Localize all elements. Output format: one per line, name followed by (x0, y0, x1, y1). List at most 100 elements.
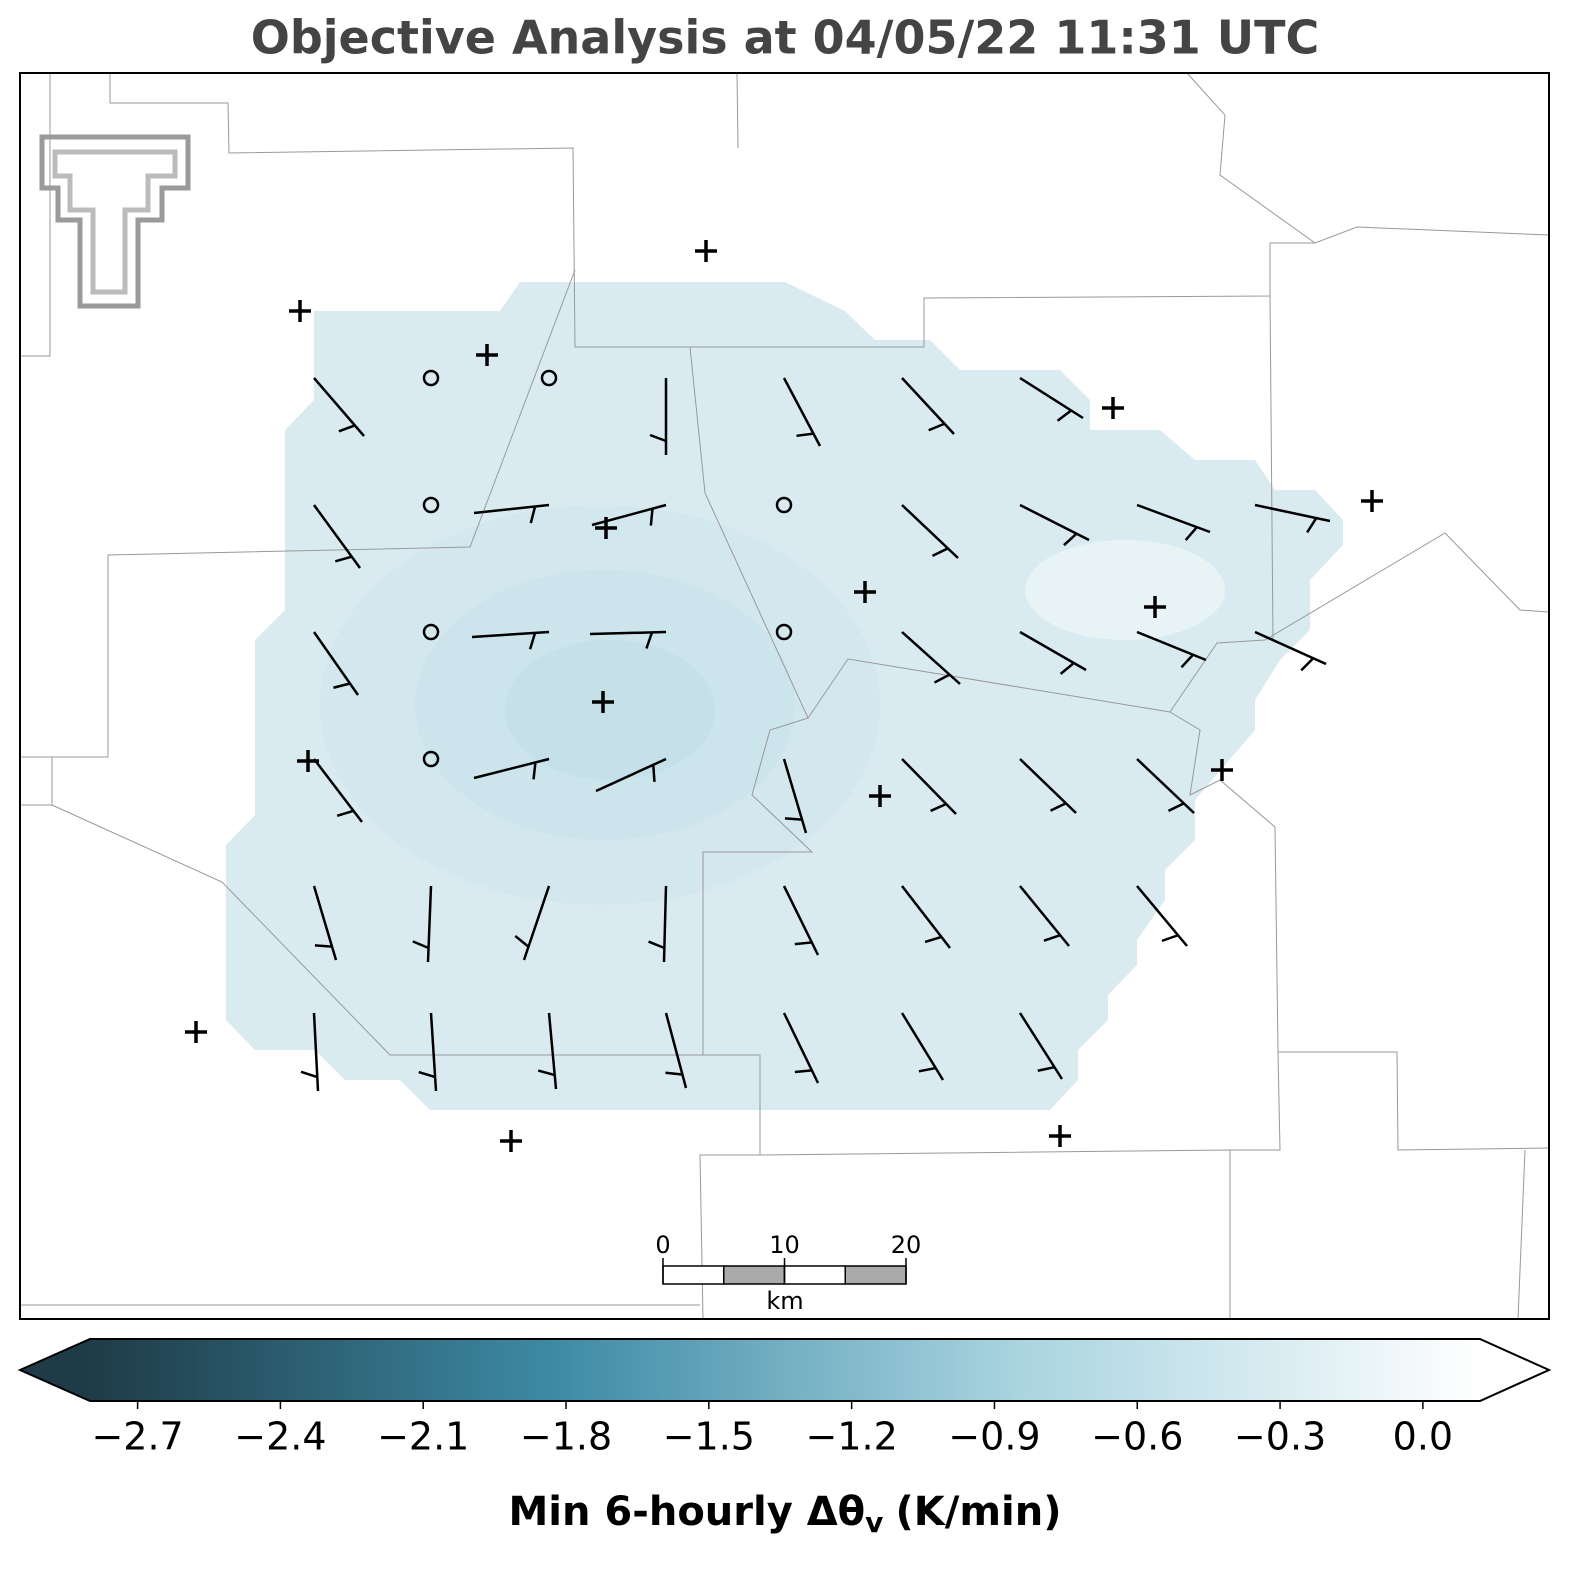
colorbar-tick-label: −1.5 (663, 1415, 755, 1459)
wind-barb (1136, 503, 1211, 534)
barb-tick (1043, 933, 1061, 942)
wind-barb (589, 630, 667, 636)
colorbar-tick-label: −1.8 (520, 1415, 612, 1459)
logo (39, 134, 191, 309)
barb-tick (1056, 409, 1072, 422)
barb-tick (529, 506, 537, 524)
colorbar: −2.7 −2.4 −2.1 −1.8 −1.5 −1.2 −0.9 −0.6 −0.3 0.0 (17, 1338, 1552, 1459)
wind-barb (662, 885, 668, 963)
barb-tick (528, 632, 537, 650)
scale-segment (844, 1265, 907, 1285)
contour (505, 640, 715, 780)
station (869, 785, 891, 807)
station (592, 691, 614, 713)
barb-tick (412, 940, 430, 950)
barb-tick (1306, 517, 1318, 534)
wind-barb (1019, 376, 1084, 420)
scale-label: 20 (891, 1231, 922, 1259)
station (695, 240, 717, 262)
calm-wind (422, 496, 440, 514)
wind-barb (312, 885, 338, 961)
wind-barb (782, 1012, 820, 1084)
wind-barb (429, 1012, 438, 1092)
station (854, 581, 876, 603)
wind-barb (901, 631, 961, 685)
wind-barb (901, 885, 951, 949)
wind-barb (426, 885, 433, 963)
scale-segment (783, 1265, 846, 1285)
barb-tick (928, 422, 945, 432)
map-frame (19, 72, 1550, 1320)
colorbar-outline (17, 1338, 1552, 1402)
scale-unit: km (766, 1287, 803, 1315)
barb-tick (1180, 653, 1194, 669)
station (1211, 759, 1233, 781)
barb-tick (930, 802, 947, 813)
barb-tick (514, 934, 530, 948)
barb-tick (334, 555, 353, 563)
scale-segment (723, 1265, 786, 1285)
station (595, 517, 617, 539)
calm-wind (540, 369, 558, 387)
observations (185, 240, 1383, 1152)
scale-segment (662, 1265, 725, 1285)
colorbar-tick-label: −0.9 (948, 1415, 1040, 1459)
barb-tick (933, 673, 951, 684)
wind-barb (782, 758, 808, 834)
wind-barb (547, 1012, 558, 1090)
wind-barb (900, 1012, 945, 1081)
wind-barb (312, 631, 360, 696)
label-unit: (K/min) (895, 1489, 1061, 1535)
wind-barb (782, 885, 820, 956)
county-lines (20, 73, 1549, 1319)
colorbar-tick-label: −2.1 (377, 1415, 469, 1459)
barb-tick (649, 508, 654, 526)
calm-wind (422, 369, 440, 387)
calm-wind (775, 623, 793, 641)
station (289, 300, 311, 322)
barb-tick (652, 764, 656, 782)
wind-barb (473, 757, 550, 780)
wind-barb (471, 630, 550, 639)
barb-tick (314, 944, 333, 948)
barb-tick (645, 631, 654, 649)
colorbar-extend-low (20, 1339, 90, 1401)
wind-barb (901, 758, 957, 815)
station (1144, 596, 1166, 618)
wind-barb (1254, 630, 1327, 666)
wind-barb (522, 885, 551, 961)
barb-tick (794, 1069, 812, 1074)
barb-tick (1167, 802, 1185, 812)
label-text: Min 6-hourly Δθ (509, 1489, 866, 1535)
colorbar-body (90, 1339, 1480, 1401)
wind-barb (473, 503, 550, 515)
station (297, 750, 319, 772)
colorbar-tick-label: −2.4 (234, 1415, 326, 1459)
wind-barb (1136, 885, 1188, 947)
barb-tick (336, 809, 354, 817)
wind-barb (595, 757, 667, 793)
colorbar-tick-label: −2.7 (91, 1415, 183, 1459)
barb-tick (1049, 802, 1067, 812)
wind-barb (1136, 758, 1195, 814)
station (185, 1021, 207, 1043)
scale-label: 10 (769, 1231, 800, 1259)
barb-tick (300, 1070, 318, 1079)
barb-tick (532, 762, 537, 780)
colorbar-tick-label: 0.0 (1393, 1415, 1453, 1459)
barb-tick (1300, 657, 1315, 672)
barb-tick (665, 1071, 683, 1076)
colorbar-tick-label: −0.3 (1234, 1415, 1326, 1459)
wind-barb (1018, 1012, 1064, 1080)
contour (1025, 540, 1225, 640)
wind-barb (1019, 885, 1070, 947)
barb-tick (418, 1070, 436, 1079)
barb-tick (648, 940, 665, 950)
colorbar-tick-label: −0.6 (1091, 1415, 1183, 1459)
colorbar-label: Min 6-hourly Δθv (K/min) (509, 1489, 1062, 1539)
map (20, 73, 1549, 1319)
wind-barb (1019, 630, 1087, 672)
calm-wind (422, 750, 440, 768)
wind-barb (313, 377, 365, 437)
